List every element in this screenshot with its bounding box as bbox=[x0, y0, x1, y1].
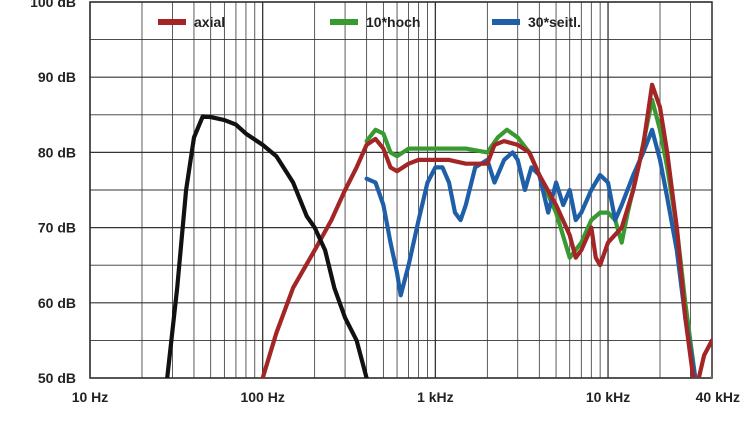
x-axis-labels: 10 Hz 100 Hz 1 kHz 10 kHz 40 kHz bbox=[72, 389, 740, 405]
x-tick-label: 10 kHz bbox=[586, 389, 630, 405]
y-tick-label: 90 dB bbox=[38, 69, 76, 85]
legend-label: 10*hoch bbox=[366, 14, 420, 30]
y-tick-label: 70 dB bbox=[38, 220, 76, 236]
x-tick-label: 40 kHz bbox=[696, 389, 740, 405]
legend-label: 30*seitl. bbox=[528, 14, 581, 30]
series-line-10-hoch bbox=[364, 97, 712, 378]
x-tick-label: 10 Hz bbox=[72, 389, 109, 405]
x-tick-label: 1 kHz bbox=[417, 389, 454, 405]
y-tick-label: 80 dB bbox=[38, 144, 76, 160]
legend-label: axial bbox=[194, 14, 225, 30]
y-tick-label: 50 dB bbox=[38, 370, 76, 386]
y-tick-label: 60 dB bbox=[38, 295, 76, 311]
legend-swatch bbox=[330, 19, 358, 25]
series-lines bbox=[165, 82, 712, 378]
series-line-black bbox=[165, 114, 369, 378]
legend: axial 10*hoch 30*seitl. bbox=[158, 14, 581, 30]
y-axis-labels: 50 dB 60 dB 70 dB 80 dB 90 dB 100 dB bbox=[30, 0, 76, 386]
series-line-axial bbox=[260, 82, 712, 378]
legend-swatch bbox=[158, 19, 186, 25]
series-line-30-seitl- bbox=[364, 127, 698, 378]
y-tick-label: 100 dB bbox=[30, 0, 76, 10]
grid bbox=[89, 1, 713, 379]
x-tick-label: 100 Hz bbox=[240, 389, 284, 405]
legend-swatch bbox=[492, 19, 520, 25]
